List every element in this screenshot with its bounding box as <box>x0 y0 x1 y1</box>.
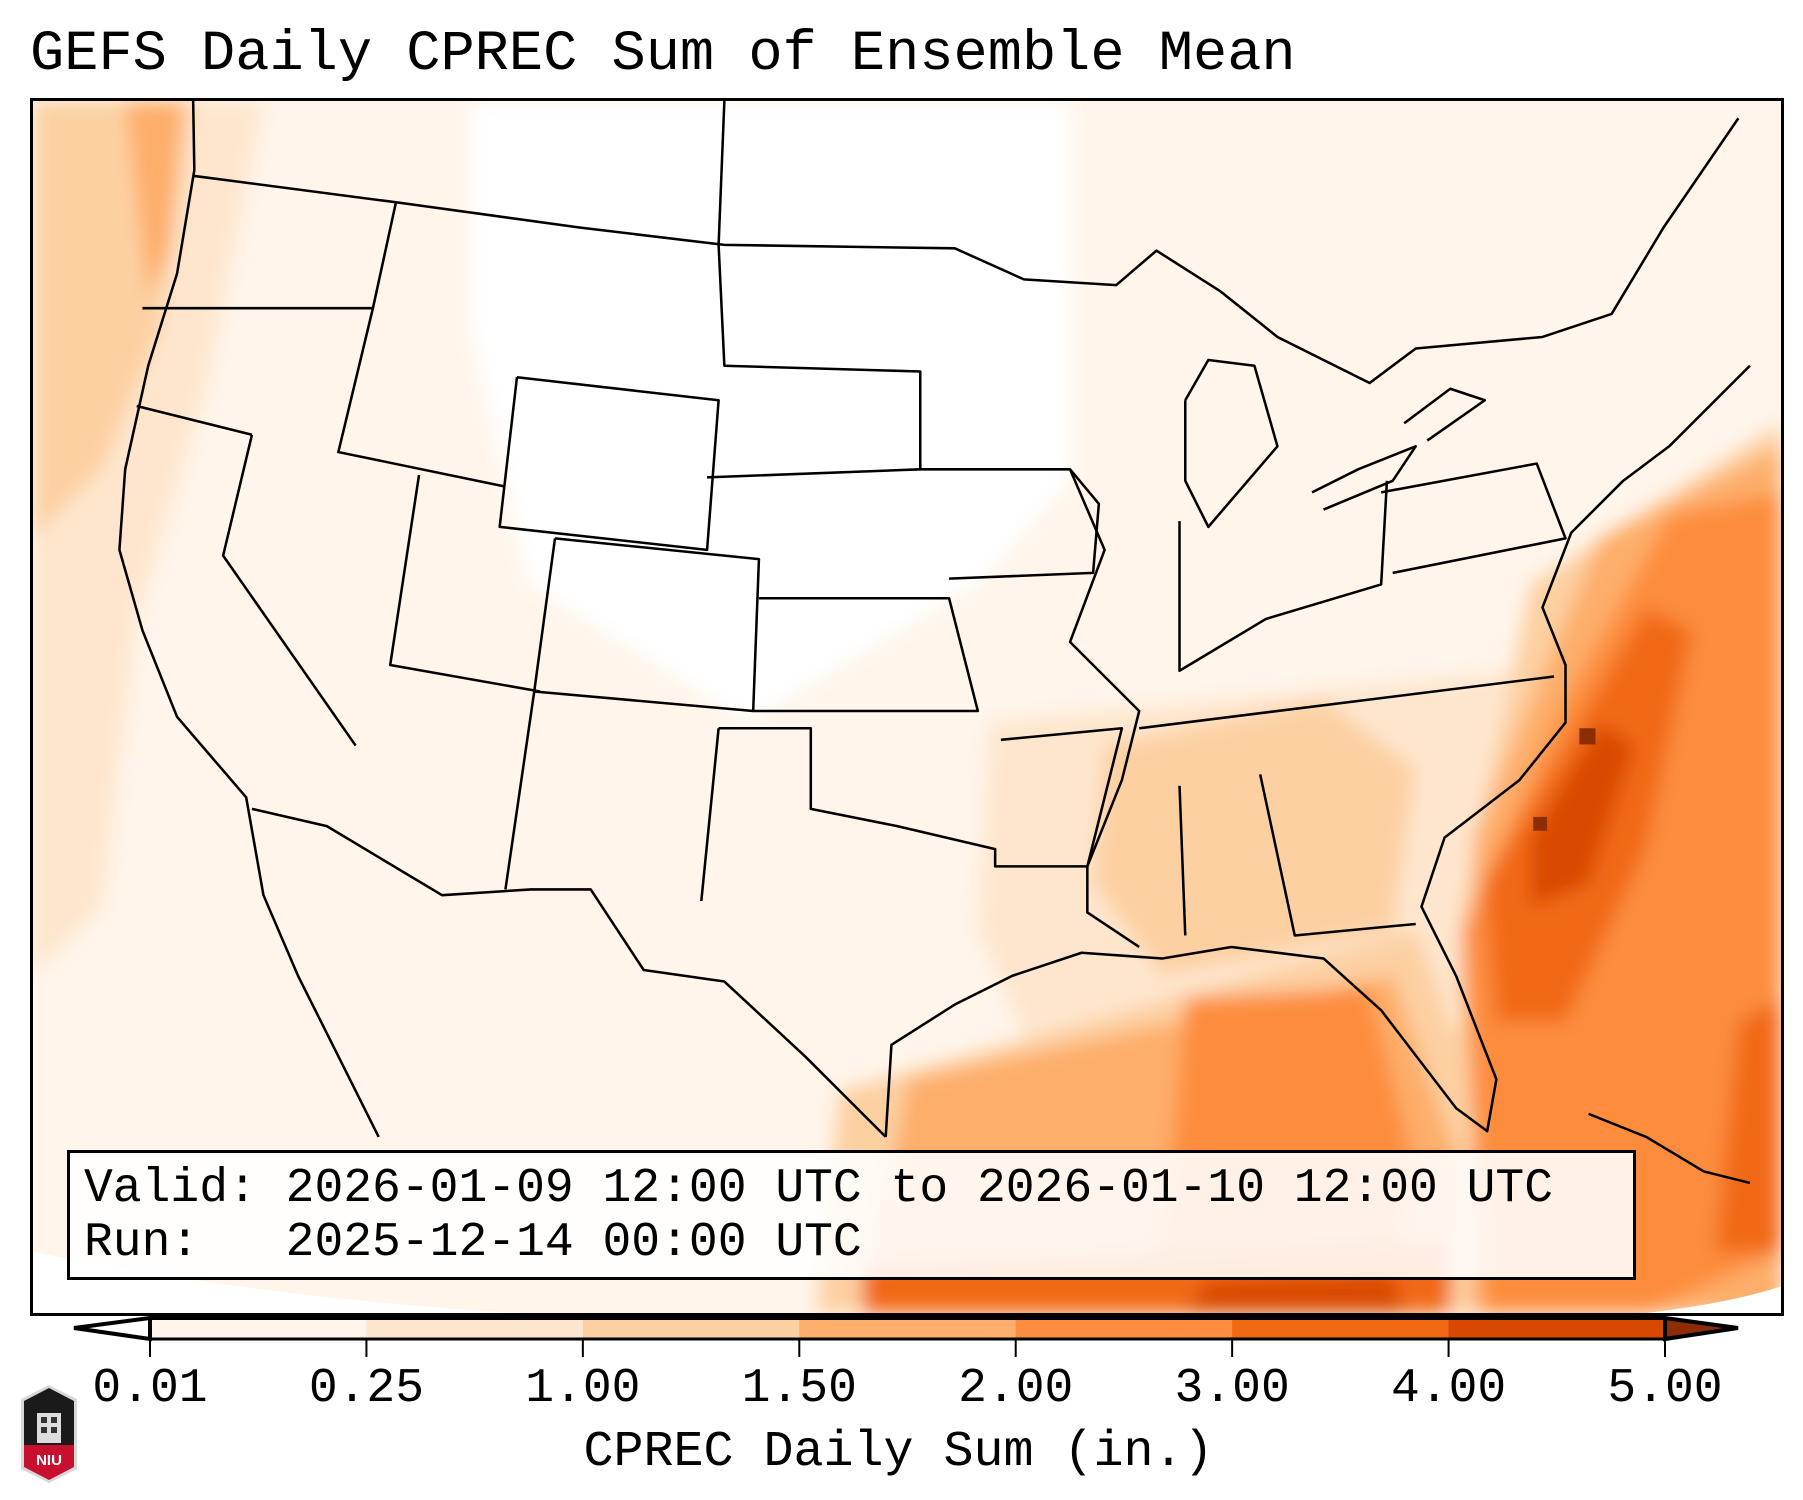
canada-border <box>193 117 1740 385</box>
great-lakes <box>1184 358 1279 529</box>
colorbar-tick-label: 0.25 <box>308 1362 425 1416</box>
colorbar-tick-label: 1.50 <box>741 1362 857 1416</box>
border-pa <box>1380 462 1567 575</box>
colorbar-tick-label: 0.01 <box>92 1362 208 1416</box>
precip-region-3.00 <box>1715 998 1781 1252</box>
colorbar-tick-label: 2.00 <box>958 1362 1074 1416</box>
border-ne-ks <box>753 596 980 713</box>
colorbar-segment <box>1448 1318 1666 1339</box>
projection-edge <box>33 1251 517 1313</box>
precip-region-5.00 <box>1579 728 1596 745</box>
us-coastline-west <box>118 101 380 1138</box>
colorbar-tick-label: 1.00 <box>525 1362 641 1416</box>
gulf-coast <box>884 364 1751 1137</box>
colorbar-over-triangle <box>1663 1315 1739 1342</box>
border-al-ga <box>1258 774 1416 937</box>
colorbar-label: CPREC Daily Sum (in.) <box>0 1424 1803 1482</box>
border-ms-al <box>1178 785 1187 936</box>
colorbar-segment <box>582 1318 800 1339</box>
run-time-text: Run: 2025-12-14 00:00 UTC <box>84 1216 862 1270</box>
mexico-border <box>251 807 887 1138</box>
border-mn-ia <box>920 468 1101 580</box>
precip-region-2.00 <box>1461 492 1781 1313</box>
cuba <box>1588 1112 1751 1185</box>
colorbar-segment <box>150 1318 367 1339</box>
border-oh-in <box>1178 480 1389 673</box>
border-nv-ut <box>388 474 541 693</box>
colorbar-label-text: CPREC Daily Sum (in.) <box>583 1424 1214 1481</box>
great-lakes <box>1311 445 1417 511</box>
precip-map <box>33 101 1781 1313</box>
colorbar-segment <box>1232 1318 1450 1339</box>
precip-region-4.00 <box>1530 722 1635 907</box>
border-nd-sd <box>707 101 922 479</box>
border-nm-tx <box>700 728 720 902</box>
great-lakes <box>1403 387 1487 442</box>
precip-region-1.50 <box>125 101 183 297</box>
colorbar-segment <box>1015 1318 1233 1339</box>
chart-title: GEFS Daily CPREC Sum of Ensemble Mean <box>30 23 1296 87</box>
border-tn-ky <box>1139 675 1555 730</box>
colorbar-under-triangle <box>73 1315 152 1342</box>
border-or-ca <box>136 404 253 437</box>
colorbar-segment <box>799 1318 1017 1339</box>
valid-time-text: Valid: 2026-01-09 12:00 UTC to 2026-01-1… <box>84 1162 1554 1216</box>
precip-region-none <box>470 101 1071 723</box>
border-az-nm <box>504 691 536 890</box>
border-mt-wy <box>498 375 720 552</box>
state-boundaries <box>118 101 1751 1185</box>
map-panel <box>30 98 1784 1316</box>
precip-region-1.00 <box>1093 699 1416 976</box>
valid-time-box: Valid: 2026-01-09 12:00 UTC to 2026-01-1… <box>67 1150 1636 1280</box>
projection-edge <box>1646 1286 1781 1313</box>
border-id <box>337 202 506 488</box>
precip-region-5.00 <box>1533 816 1548 831</box>
precip-region-4.00 <box>1185 1275 1405 1313</box>
border-ok-tx <box>718 727 1088 868</box>
border-mississippi <box>1068 468 1141 949</box>
colorbar-tick-label: 5.00 <box>1607 1362 1723 1416</box>
colorbar-tick-label: 4.00 <box>1390 1362 1507 1416</box>
niu-logo: NIU <box>21 1385 77 1483</box>
logo-text: NIU <box>36 1452 62 1469</box>
border-ca-nv <box>221 434 357 747</box>
colorbar-tick-label: 3.00 <box>1174 1362 1290 1416</box>
colorbar-segment <box>366 1318 584 1339</box>
border-ar <box>1000 727 1124 867</box>
